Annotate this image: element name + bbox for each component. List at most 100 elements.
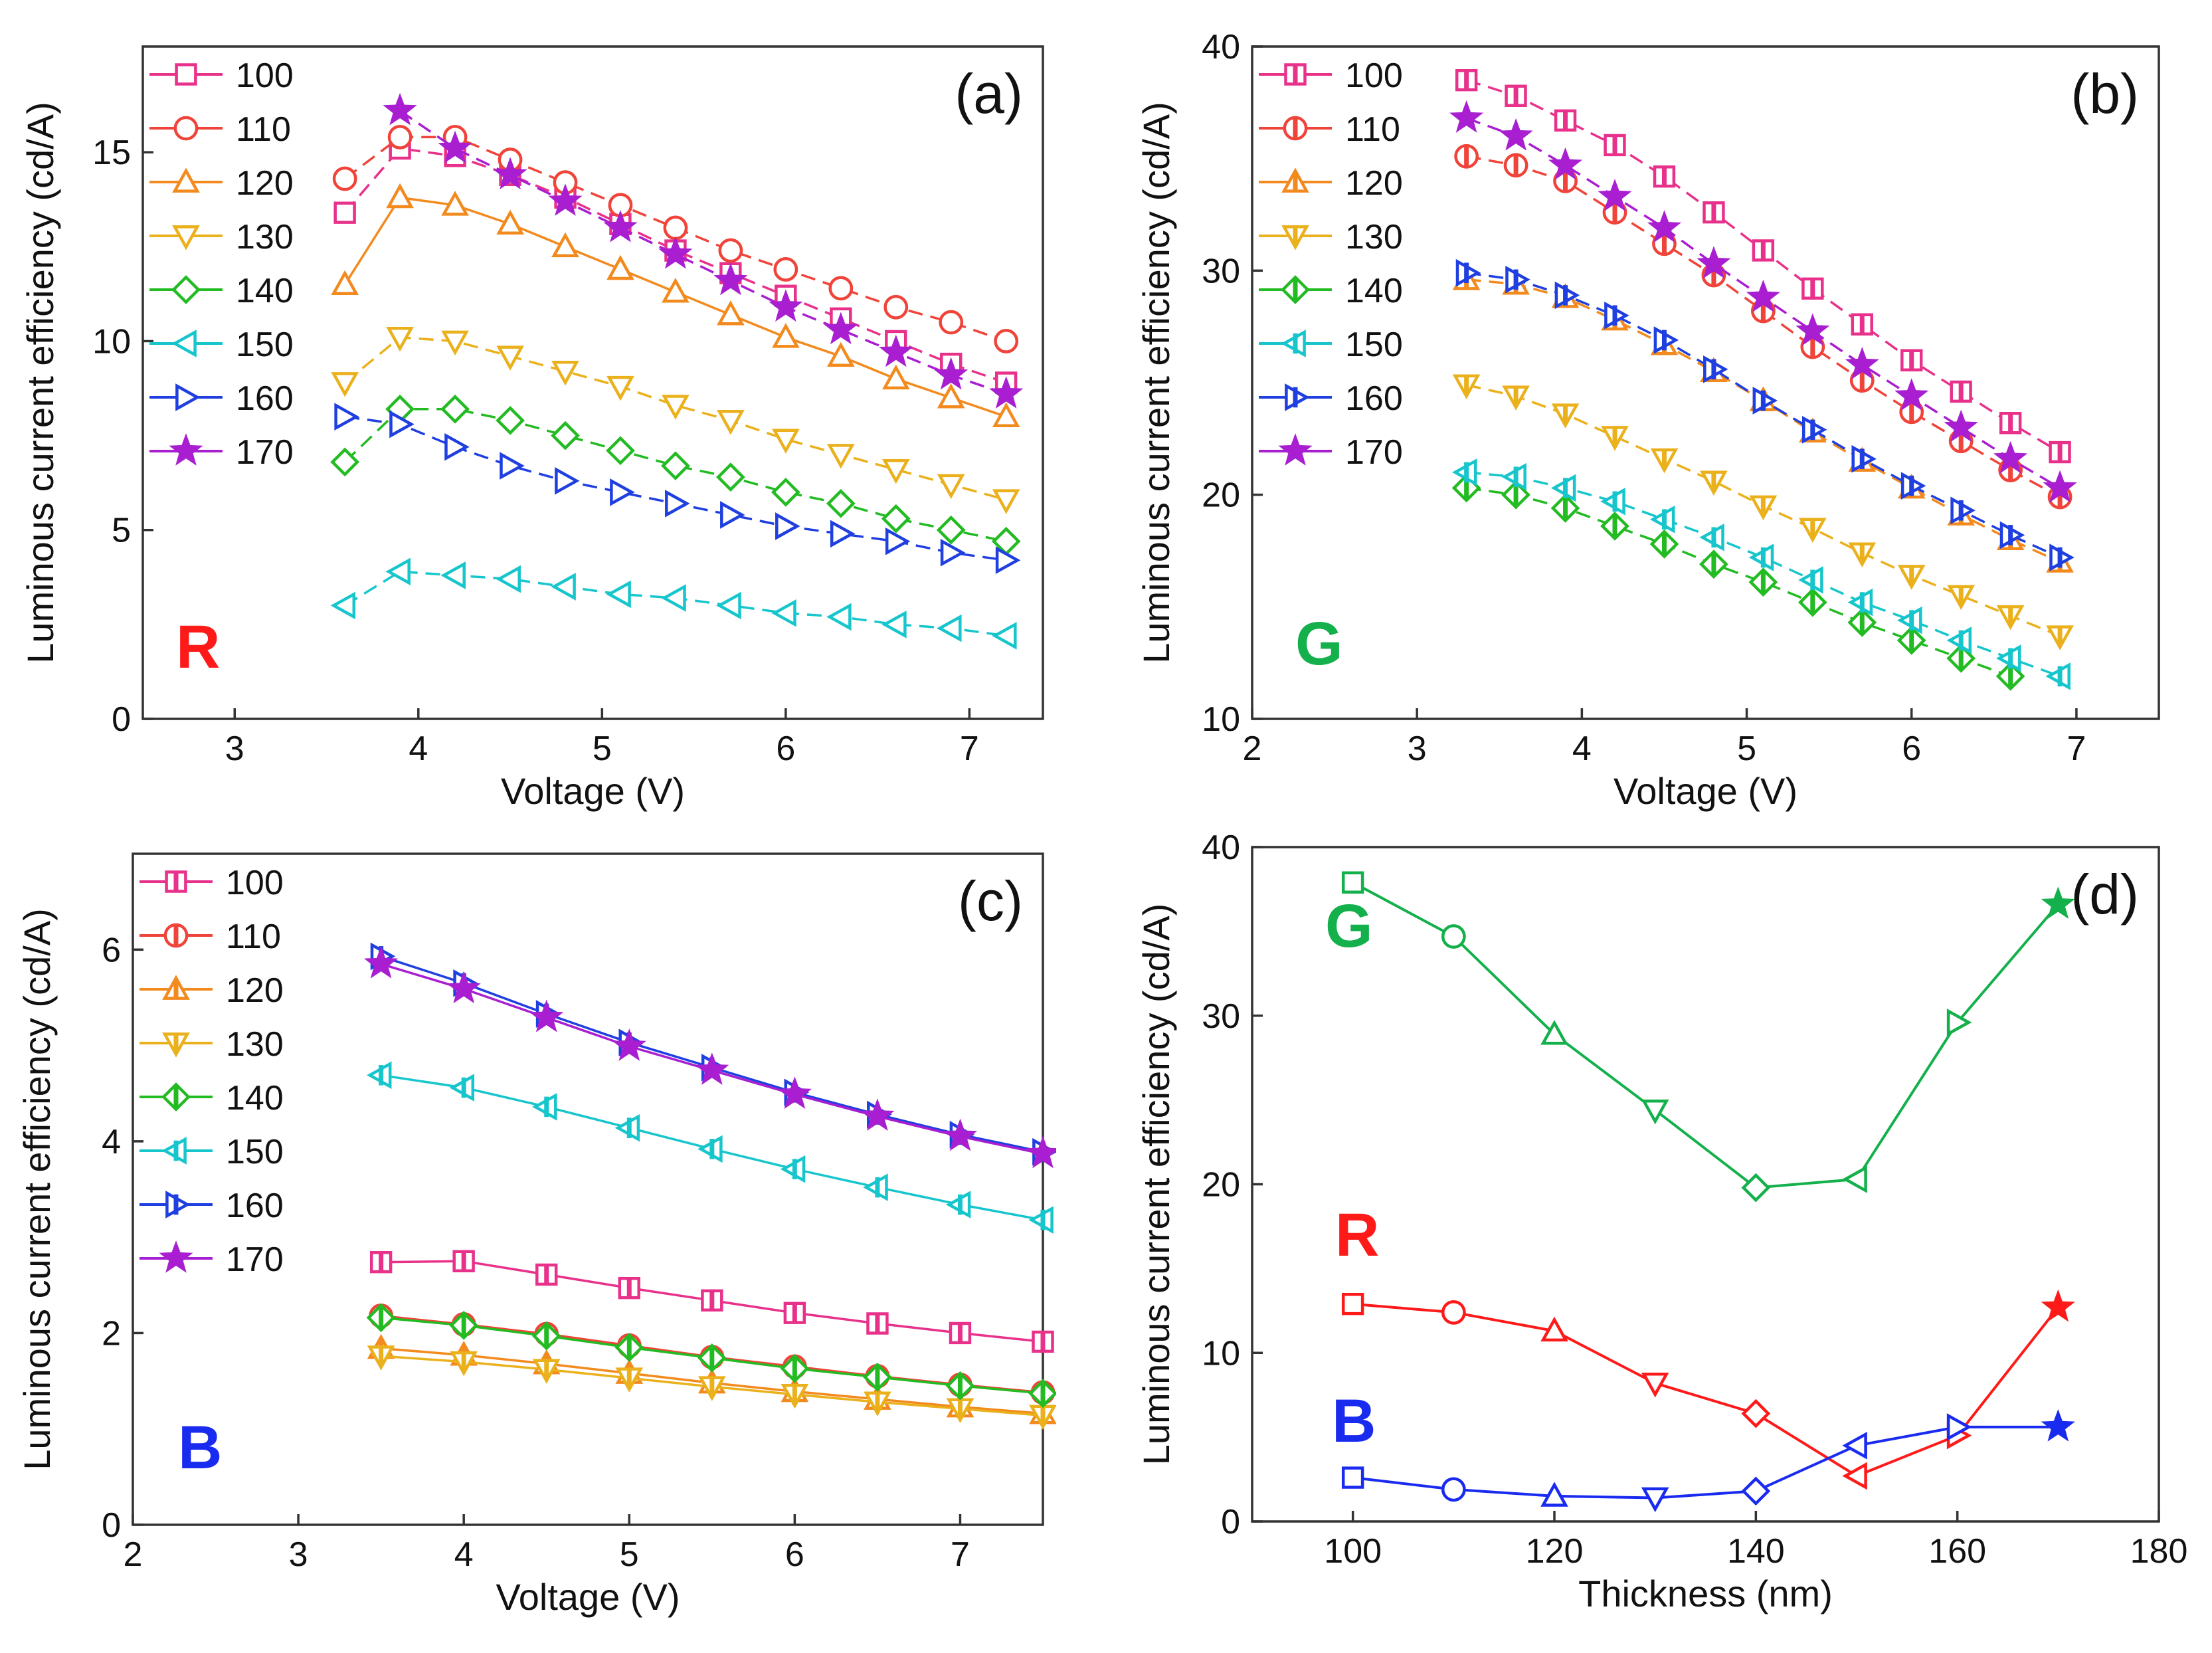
data-point-150	[385, 557, 411, 586]
data-point-R	[1741, 1399, 1771, 1428]
data-point-G	[1341, 871, 1364, 894]
legend-label-160: 160	[236, 379, 294, 418]
data-point-170	[1993, 440, 2028, 474]
data-point-130	[331, 372, 359, 397]
data-point-100	[1999, 412, 2022, 435]
legend-marker-110	[163, 923, 189, 948]
legend: 100 110 120 130 140 150 160 170	[149, 56, 294, 472]
data-layer	[1341, 871, 2075, 1513]
data-point-170	[777, 1076, 812, 1109]
x-tick-label: 5	[620, 1535, 639, 1574]
data-point-150	[1748, 543, 1774, 571]
legend-label-170: 170	[236, 433, 294, 472]
data-point-130	[1650, 448, 1679, 474]
x-tick-label: 180	[2130, 1532, 2188, 1571]
data-point-140	[1995, 662, 2025, 691]
legend-label-110: 110	[236, 110, 291, 149]
data-point-150	[771, 599, 796, 627]
x-tick-label: 2	[124, 1535, 143, 1574]
data-point-150	[661, 584, 686, 612]
data-point-100	[783, 1302, 806, 1324]
y-tick-label: 10	[1202, 700, 1240, 739]
y-tick-label: 0	[112, 700, 131, 739]
y-tick-label: 0	[102, 1506, 121, 1545]
data-point-170	[713, 262, 748, 296]
data-point-130	[1551, 403, 1580, 429]
legend-label-120: 120	[226, 971, 284, 1010]
legend-label-150: 150	[226, 1133, 284, 1171]
legend-label-160: 160	[226, 1187, 284, 1225]
data-point-130	[532, 1359, 561, 1384]
legend-label-130: 130	[226, 1025, 284, 1064]
data-point-170	[1026, 1135, 1056, 1169]
data-point-120	[606, 254, 634, 280]
data-point-140	[661, 451, 690, 480]
y-tick-label: 0	[1221, 1503, 1240, 1541]
data-point-160	[2049, 543, 2074, 571]
data-point-130	[615, 1367, 644, 1393]
data-point-120	[662, 277, 690, 303]
data-point-160	[1999, 521, 2025, 549]
data-point-160	[1950, 496, 1976, 525]
data-point-150	[1028, 1206, 1054, 1234]
x-axis-label: Voltage (V)	[1613, 770, 1797, 812]
data-point-100	[1900, 349, 1923, 371]
data-point-160	[1604, 301, 1629, 330]
data-point-170	[1894, 378, 1929, 411]
legend-marker-140	[161, 1082, 191, 1112]
data-point-130	[2046, 625, 2074, 650]
data-point-150	[1847, 588, 1873, 617]
data-point-100	[866, 1312, 889, 1335]
data-point-160	[389, 410, 415, 438]
y-axis-label: Luminous current efficiency (cd/A)	[19, 102, 61, 664]
data-point-100	[1752, 239, 1775, 262]
data-point-130	[1996, 605, 2025, 631]
data-point-160	[775, 512, 800, 540]
y-tick-label: 4	[102, 1123, 121, 1161]
data-point-150	[1600, 487, 1625, 516]
data-point-140	[496, 406, 525, 435]
legend-marker-160	[1285, 383, 1310, 411]
data-point-140	[1501, 480, 1530, 510]
legend-label-120: 120	[236, 164, 294, 203]
y-tick-label: 5	[112, 512, 131, 550]
data-point-130	[717, 410, 745, 435]
data-point-170	[446, 971, 481, 1004]
data-point-100	[618, 1276, 640, 1300]
data-point-130	[1798, 518, 1827, 543]
legend-marker-120	[1281, 167, 1309, 193]
data-point-130	[662, 395, 690, 420]
data-point-160	[885, 527, 911, 555]
panel-b: 2 3 4 5 6 7 10 20 30 40 Voltage (V) Luminous curren…	[1135, 28, 2160, 812]
legend-marker-150	[171, 330, 197, 357]
legend-marker-150	[161, 1137, 187, 1165]
data-point-130	[1452, 374, 1481, 400]
data-point-G	[1946, 1009, 1972, 1036]
data-point-110	[773, 257, 798, 282]
data-point-160	[1801, 415, 1827, 444]
data-point-G	[2041, 886, 2075, 920]
series-line-B	[1352, 1425, 2059, 1500]
data-point-130	[697, 1376, 726, 1401]
data-point-140	[771, 478, 800, 507]
data-point-R	[1540, 1316, 1568, 1342]
data-point-120	[772, 323, 800, 348]
data-point-160	[1900, 472, 1926, 500]
data-point-160	[995, 546, 1021, 575]
data-point-100	[701, 1289, 723, 1312]
legend-label-140: 140	[236, 272, 294, 310]
data-point-130	[1601, 426, 1629, 451]
data-point-150	[1550, 474, 1576, 502]
data-point-170	[824, 312, 858, 345]
channel-label: B	[178, 1414, 222, 1482]
data-point-150	[1501, 462, 1526, 491]
data-point-100	[1653, 165, 1676, 188]
data-point-130	[864, 1391, 891, 1416]
legend-label-120: 120	[1345, 164, 1403, 203]
y-tick-label: 30	[1202, 997, 1240, 1036]
data-point-120	[992, 402, 1020, 428]
data-point-150	[945, 1191, 971, 1218]
data-point-160	[1554, 281, 1580, 310]
legend-marker-150	[1281, 330, 1306, 357]
channel-label-B: B	[1332, 1387, 1376, 1455]
